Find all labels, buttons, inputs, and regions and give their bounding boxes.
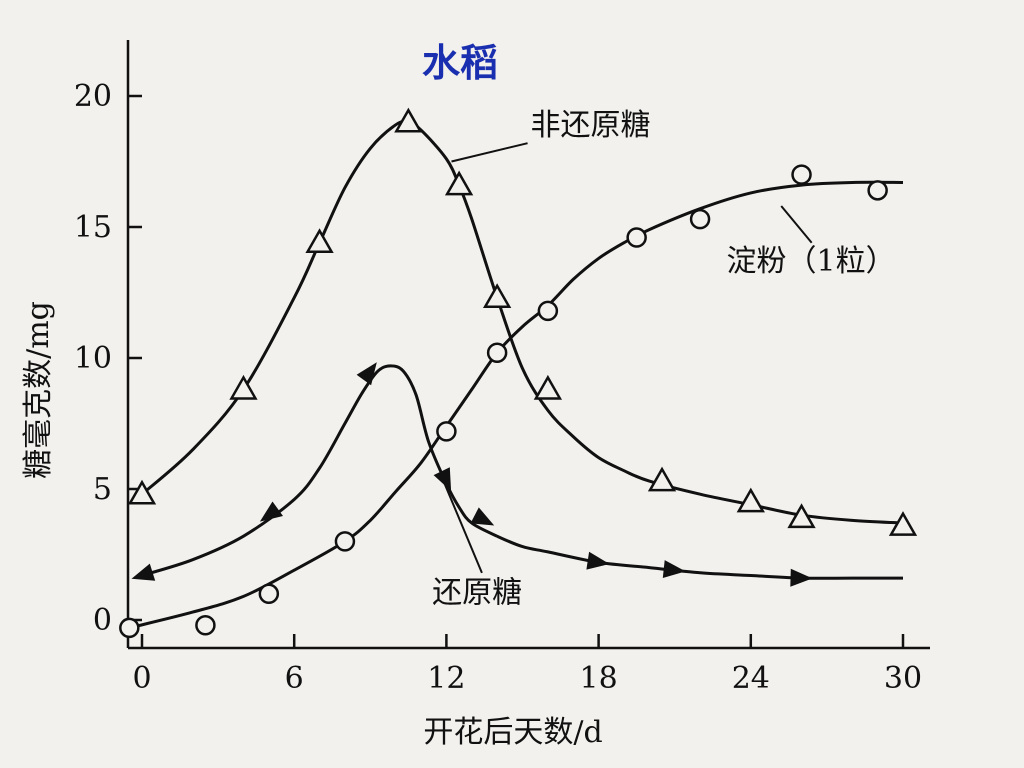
y-tick-label: 10 <box>74 341 112 376</box>
leader-line <box>451 142 528 163</box>
data-point <box>486 342 508 364</box>
data-point <box>356 362 377 386</box>
data-point <box>259 501 283 522</box>
data-point <box>888 511 918 536</box>
data-point <box>482 283 512 308</box>
data-point <box>258 583 280 605</box>
x-tick-label: 6 <box>285 661 304 696</box>
data-point <box>334 531 356 552</box>
series-line-0 <box>141 119 904 525</box>
data-point <box>662 560 686 578</box>
x-tick-label: 18 <box>580 661 618 696</box>
x-tick-label: 24 <box>732 661 770 696</box>
annotation-label: 淀粉（1粒） <box>727 244 896 279</box>
data-point <box>647 466 677 492</box>
data-point <box>394 107 423 133</box>
leader-line <box>780 205 813 244</box>
data-point <box>195 614 216 636</box>
chart-title: 水稻 <box>421 41 498 85</box>
y-axis-label: 糖毫克数/mg <box>21 301 56 479</box>
data-point <box>119 617 140 639</box>
series-line-2 <box>128 180 904 630</box>
x-tick-label: 12 <box>427 661 465 696</box>
y-tick-label: 5 <box>93 472 112 507</box>
data-point <box>533 374 563 400</box>
data-point <box>626 227 647 248</box>
leader-line <box>440 475 483 574</box>
y-tick-label: 0 <box>93 603 112 638</box>
x-tick-label: 0 <box>132 661 151 696</box>
data-point <box>444 170 474 196</box>
data-point <box>470 507 495 526</box>
data-point <box>131 563 156 581</box>
data-point <box>305 228 334 253</box>
annotation-label: 还原糖 <box>432 576 522 611</box>
data-point <box>127 479 157 505</box>
annotation-label: 非还原糖 <box>531 108 651 143</box>
data-point <box>790 568 813 587</box>
data-point <box>736 487 765 513</box>
data-point <box>791 164 812 185</box>
data-point <box>689 208 711 230</box>
x-axis-label: 开花后天数/d <box>423 715 602 750</box>
data-point <box>436 421 457 442</box>
data-point <box>867 180 888 201</box>
data-point <box>537 300 559 322</box>
data-point <box>787 503 816 529</box>
y-tick-label: 15 <box>74 210 112 245</box>
data-point <box>586 551 610 570</box>
x-tick-label: 30 <box>884 661 922 696</box>
data-point <box>229 374 258 400</box>
y-tick-label: 20 <box>74 79 112 114</box>
